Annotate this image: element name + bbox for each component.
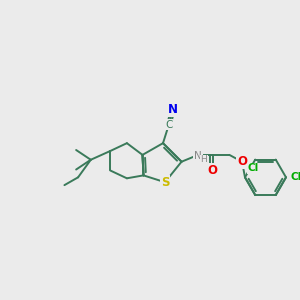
Text: Cl: Cl bbox=[290, 172, 300, 182]
Text: S: S bbox=[161, 176, 169, 189]
Text: H: H bbox=[201, 155, 207, 164]
Text: O: O bbox=[208, 164, 218, 177]
Text: C: C bbox=[165, 120, 172, 130]
Text: Cl: Cl bbox=[248, 164, 259, 173]
Text: O: O bbox=[237, 155, 247, 168]
Text: N: N bbox=[168, 103, 178, 116]
Text: N: N bbox=[194, 151, 202, 161]
